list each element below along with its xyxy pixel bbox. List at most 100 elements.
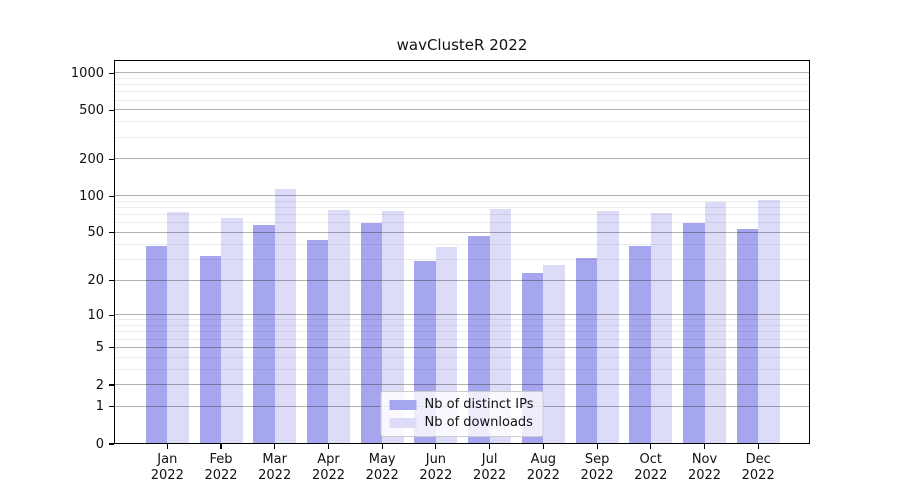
y-tick-label: 100 xyxy=(79,188,104,204)
legend-item-downloads: Nb of downloads xyxy=(389,415,534,430)
x-tick-mark xyxy=(435,444,437,449)
x-tick-mark xyxy=(596,444,598,449)
x-tick-label: Aug 2022 xyxy=(526,452,560,483)
gridline-minor xyxy=(114,319,810,321)
x-tick-label: May 2022 xyxy=(365,452,399,483)
bar-downloads-mar xyxy=(274,188,297,444)
gridline-minor xyxy=(114,325,810,326)
legend-item-distinct-ips: Nb of distinct IPs xyxy=(389,397,534,412)
y-tick-label: 1000 xyxy=(70,65,104,81)
gridline-minor xyxy=(114,99,810,101)
x-tick-label: Feb 2022 xyxy=(204,452,238,483)
x-tick-label: Dec 2022 xyxy=(741,452,775,483)
bar-downloads-oct xyxy=(650,212,673,444)
bar-distinct-ips-oct xyxy=(629,245,651,444)
gridline-minor xyxy=(114,121,810,123)
gridline-minor xyxy=(114,207,810,209)
y-tick-mark xyxy=(109,232,114,234)
x-tick-label: Apr 2022 xyxy=(311,452,346,483)
x-tick-mark xyxy=(274,444,276,449)
y-tick-label: 10 xyxy=(87,307,104,323)
bar-distinct-ips-mar xyxy=(253,225,275,444)
gridline-major xyxy=(114,279,810,281)
y-tick-mark xyxy=(109,384,114,386)
gridline-major xyxy=(114,158,810,160)
y-tick-mark xyxy=(109,406,114,408)
gridline-minor xyxy=(114,222,810,224)
y-tick-label: 1 xyxy=(95,399,104,415)
gridline-major xyxy=(114,109,810,111)
gridline-minor xyxy=(114,243,810,245)
bar-distinct-ips-nov xyxy=(683,223,705,444)
x-tick-label: Mar 2022 xyxy=(258,452,292,483)
x-tick-mark xyxy=(757,444,759,449)
gridline-major xyxy=(114,346,810,348)
gridline-major xyxy=(114,72,810,74)
x-tick-mark xyxy=(703,444,706,449)
y-tick-mark xyxy=(109,279,114,282)
gridline-minor xyxy=(114,214,810,216)
y-tick-mark xyxy=(109,72,114,74)
y-tick-label: 500 xyxy=(79,102,104,118)
legend-swatch-downloads xyxy=(389,418,417,428)
bar-downloads-may xyxy=(382,210,404,444)
x-tick-mark xyxy=(650,444,652,449)
gridline-major xyxy=(114,314,810,316)
y-tick-mark xyxy=(109,347,114,349)
bar-downloads-apr xyxy=(328,210,350,444)
y-tick-label: 50 xyxy=(87,225,104,241)
gridline-minor xyxy=(114,77,810,79)
x-tick-mark xyxy=(166,444,168,449)
legend-label-distinct-ips: Nb of distinct IPs xyxy=(424,397,534,412)
bar-distinct-ips-may xyxy=(360,223,383,444)
legend-swatch-distinct-ips xyxy=(389,400,417,410)
y-tick-mark xyxy=(109,109,114,111)
gridline-minor xyxy=(114,200,810,202)
bar-distinct-ips-jan xyxy=(145,245,168,444)
gridline-minor xyxy=(114,338,810,340)
x-tick-label: Jul 2022 xyxy=(473,452,507,483)
bar-distinct-ips-feb xyxy=(199,256,222,444)
y-tick-label: 0 xyxy=(95,436,104,452)
gridline-minor xyxy=(114,356,810,358)
y-tick-label: 20 xyxy=(87,273,104,288)
x-tick-label: Oct 2022 xyxy=(634,452,668,483)
bar-downloads-dec xyxy=(758,200,780,444)
gridline-minor xyxy=(114,368,810,370)
legend: Nb of distinct IPs Nb of downloads xyxy=(380,391,544,437)
legend-label-downloads: Nb of downloads xyxy=(424,415,533,430)
x-tick-mark xyxy=(489,444,491,449)
y-tick-label: 5 xyxy=(95,340,104,356)
gridline-minor xyxy=(114,258,810,260)
plot-area: Nb of distinct IPs Nb of downloads xyxy=(114,60,810,444)
gridline-major xyxy=(114,231,810,233)
x-tick-label: Nov 2022 xyxy=(687,452,722,483)
gridline-minor xyxy=(114,331,810,333)
x-tick-label: Sep 2022 xyxy=(580,452,614,483)
x-tick-mark xyxy=(381,444,383,449)
x-tick-label: Jun 2022 xyxy=(419,452,453,483)
x-tick-mark xyxy=(542,444,544,449)
bar-downloads-jan xyxy=(167,212,189,444)
gridline-minor xyxy=(114,84,810,85)
x-tick-mark xyxy=(220,444,222,449)
bar-downloads-aug xyxy=(543,265,565,444)
bar-distinct-ips-sep xyxy=(575,257,598,444)
bar-downloads-nov xyxy=(704,201,726,444)
x-tick-mark xyxy=(327,444,330,449)
y-tick-label: 200 xyxy=(79,151,104,167)
y-tick-mark xyxy=(109,158,114,160)
bar-distinct-ips-dec xyxy=(736,228,759,444)
bar-distinct-ips-apr xyxy=(306,239,329,444)
bar-downloads-sep xyxy=(597,210,619,444)
y-tick-mark xyxy=(109,195,114,197)
y-tick-mark xyxy=(109,443,114,445)
bar-downloads-jul xyxy=(489,208,512,444)
gridline-major xyxy=(114,384,810,385)
y-tick-label: 2 xyxy=(95,377,104,393)
grid-layer xyxy=(114,60,810,444)
y-tick-mark xyxy=(109,314,114,316)
gridline-minor xyxy=(114,91,810,93)
gridline-major xyxy=(114,195,810,197)
